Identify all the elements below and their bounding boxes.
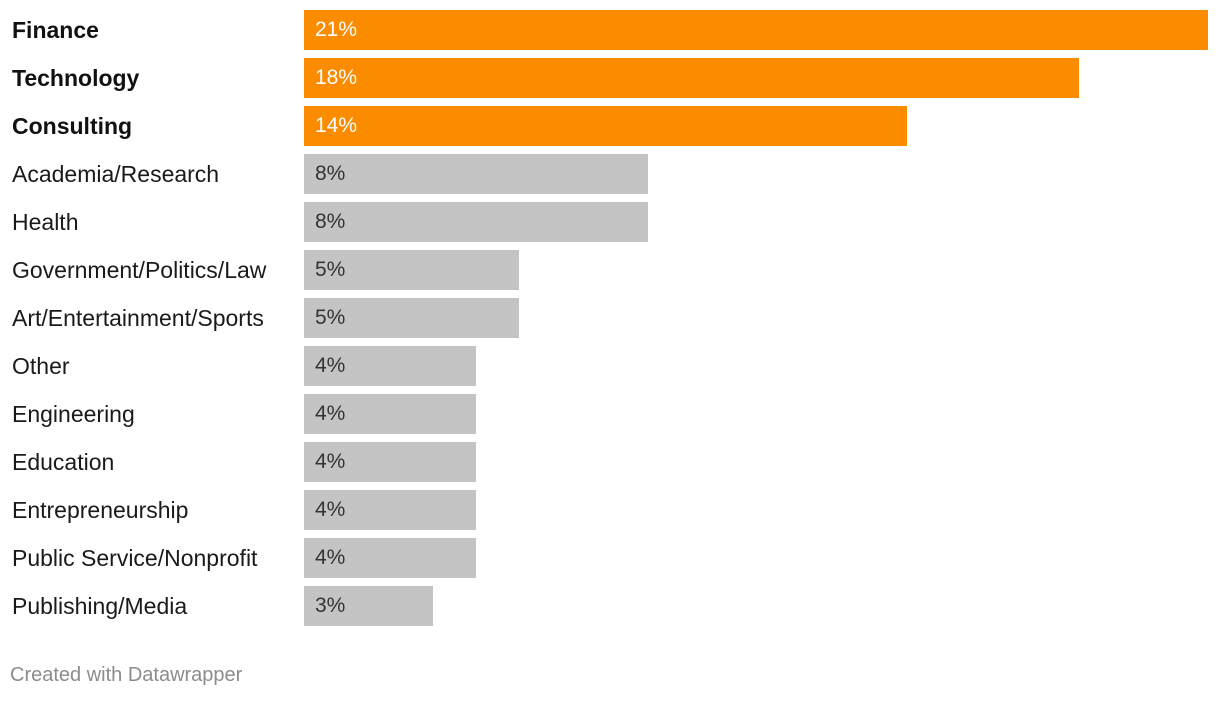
value-label: 4% xyxy=(315,498,346,521)
bar-row: Technology 18% xyxy=(0,58,1220,98)
category-label: Publishing/Media xyxy=(12,593,188,619)
value-label: 4% xyxy=(315,402,346,425)
bar-row: Public Service/Nonprofit 4% xyxy=(0,538,1220,578)
bar xyxy=(304,346,476,386)
category-label: Consulting xyxy=(12,113,133,139)
category-label: Education xyxy=(12,449,115,475)
value-label: 14% xyxy=(315,114,358,137)
bar xyxy=(304,442,476,482)
category-label: Academia/Research xyxy=(12,161,220,187)
bar xyxy=(304,58,1079,98)
value-label: 8% xyxy=(315,162,346,185)
bar-row: Other 4% xyxy=(0,346,1220,386)
bar xyxy=(304,298,519,338)
bar xyxy=(304,250,519,290)
bar-row: Engineering 4% xyxy=(0,394,1220,434)
bar-row: Consulting 14% xyxy=(0,106,1220,146)
value-label: 18% xyxy=(315,66,358,89)
bar xyxy=(304,10,1208,50)
bar xyxy=(304,538,476,578)
category-label: Government/Politics/Law xyxy=(12,257,267,283)
bar xyxy=(304,154,648,194)
value-label: 4% xyxy=(315,354,346,377)
value-label: 3% xyxy=(315,594,346,617)
bar-row: Government/Politics/Law 5% xyxy=(0,250,1220,290)
bar xyxy=(304,202,648,242)
value-label: 5% xyxy=(315,306,346,329)
category-label: Finance xyxy=(12,17,99,43)
value-label: 4% xyxy=(315,546,346,569)
category-label: Technology xyxy=(12,65,140,91)
bar xyxy=(304,394,476,434)
bar-row: Finance 21% xyxy=(0,10,1220,50)
category-label: Art/Entertainment/Sports xyxy=(12,305,264,331)
bar-row: Education 4% xyxy=(0,442,1220,482)
category-label: Other xyxy=(12,353,70,379)
value-label: 8% xyxy=(315,210,346,233)
bar-row: Academia/Research 8% xyxy=(0,154,1220,194)
category-label: Public Service/Nonprofit xyxy=(12,545,258,571)
category-label: Health xyxy=(12,209,79,235)
bar xyxy=(304,490,476,530)
bar-row: Art/Entertainment/Sports 5% xyxy=(0,298,1220,338)
bar-row: Entrepreneurship 4% xyxy=(0,490,1220,530)
bar xyxy=(304,586,433,626)
bar-row: Health 8% xyxy=(0,202,1220,242)
bar-chart: Finance 21% Technology 18% Consulting 14% Acad… xyxy=(0,10,1220,626)
datawrapper-credit[interactable]: Created with Datawrapper xyxy=(10,664,243,686)
bar xyxy=(304,106,907,146)
value-label: 4% xyxy=(315,450,346,473)
category-label: Engineering xyxy=(12,401,135,427)
value-label: 21% xyxy=(315,18,358,41)
value-label: 5% xyxy=(315,258,346,281)
category-label: Entrepreneurship xyxy=(12,497,189,523)
bar-row: Publishing/Media 3% xyxy=(0,586,1220,626)
